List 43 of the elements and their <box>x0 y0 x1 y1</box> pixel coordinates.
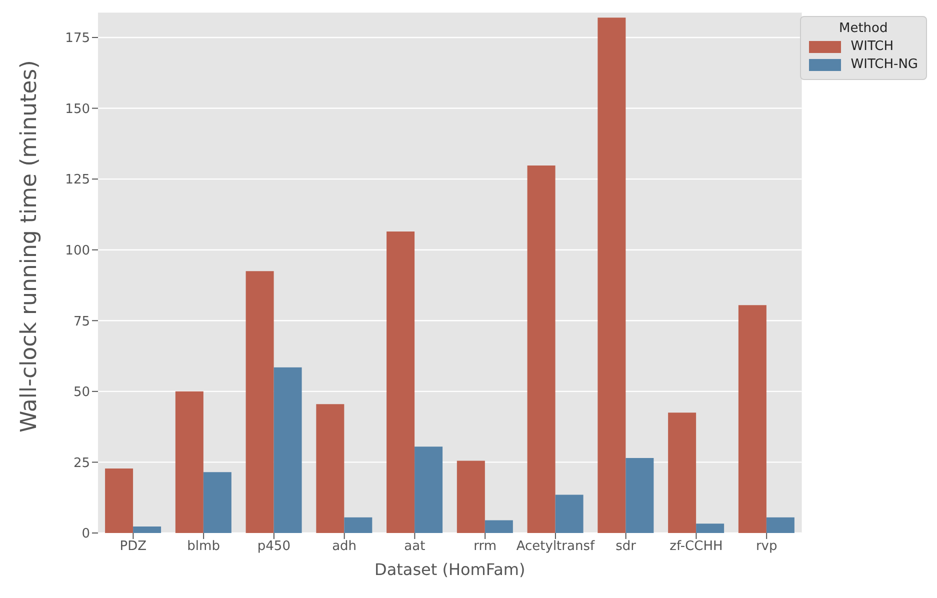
bar <box>175 391 204 533</box>
x-axis-title: Dataset (HomFam) <box>374 560 526 579</box>
bar <box>668 412 696 533</box>
bar <box>738 305 766 533</box>
legend-title: Method <box>838 21 889 36</box>
x-tick-label: p450 <box>257 539 290 554</box>
bar <box>626 458 654 533</box>
legend-label: WITCH-NG <box>850 57 918 72</box>
x-tick-label: adh <box>332 539 357 554</box>
y-axis-title: Wall-clock running time (minutes) <box>16 60 42 432</box>
y-tick-label: 75 <box>73 314 90 330</box>
y-tick-label: 100 <box>65 243 90 258</box>
bar <box>386 231 415 533</box>
bar <box>456 460 485 533</box>
y-tick-label: 150 <box>65 102 90 117</box>
y-tick-label: 175 <box>65 31 90 46</box>
bar <box>274 367 302 533</box>
legend-label: WITCH <box>850 39 894 54</box>
bar <box>203 472 232 533</box>
bar <box>766 517 794 533</box>
x-tick-label: zf-CCHH <box>670 539 723 554</box>
bar <box>598 18 626 533</box>
y-tick-label: 125 <box>65 172 90 188</box>
x-tick-label: sdr <box>616 539 637 554</box>
bar <box>414 446 443 533</box>
x-tick-label: rvp <box>756 539 778 554</box>
x-tick-label: blmb <box>187 539 220 554</box>
x-tick-label: PDZ <box>120 539 147 554</box>
y-tick-label: 0 <box>82 526 90 542</box>
bar <box>555 494 584 533</box>
bar <box>246 271 274 533</box>
bar <box>484 520 513 533</box>
bar <box>696 524 724 533</box>
x-tick-label: rrm <box>474 539 497 554</box>
x-tick-label: Acetyltransf <box>516 539 595 554</box>
bar <box>344 517 372 533</box>
x-tick-label: aat <box>404 539 426 554</box>
bar <box>527 165 556 533</box>
y-tick-label: 25 <box>73 456 90 471</box>
bar <box>105 468 134 533</box>
bar <box>133 526 162 533</box>
y-tick-label: 50 <box>73 385 90 400</box>
bar <box>316 404 344 533</box>
